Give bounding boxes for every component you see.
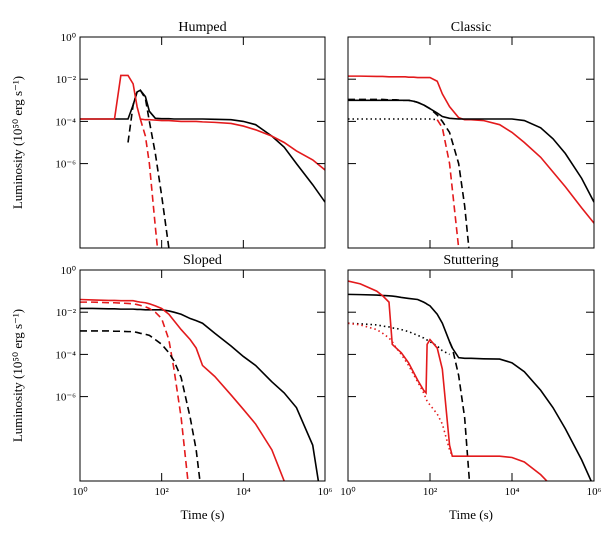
x-tick-label: 10⁶ [587,486,602,498]
plot-frame [79,269,326,482]
series-line [348,98,470,248]
series-line [348,75,594,224]
series-line [348,322,450,356]
series-line [80,307,320,481]
y-tick-label: 10⁰ [61,265,77,277]
panel-title: Humped [178,20,226,35]
series-line [348,322,454,457]
series-line [348,99,594,203]
y-tick-label: 10⁻² [56,307,77,319]
series-line [348,293,593,481]
y-tick-label: 10⁻⁴ [55,349,76,361]
series-line [80,298,286,481]
y-axis-label: Luminosity (10⁵⁰ erg s⁻¹) [10,76,25,209]
series-line [80,330,201,481]
y-tick-label: 10⁻⁴ [55,116,76,128]
panel-title: Sloped [183,253,222,268]
series-line [348,118,438,121]
series-line [448,341,471,481]
plot-frame [79,36,326,249]
x-tick-label: 10² [155,486,170,498]
x-tick-label: 10⁴ [236,486,251,498]
y-tick-label: 10⁰ [61,32,77,44]
plot-frame [347,269,595,482]
y-axis-label: Luminosity (10⁵⁰ erg s⁻¹) [10,309,25,442]
x-tick-label: 10⁴ [505,486,520,498]
x-tick-label: 10⁰ [72,486,88,498]
x-axis-label: Time (s) [181,507,225,522]
series-line [80,89,325,203]
x-tick-label: 10² [423,486,438,498]
x-axis-label: Time (s) [449,507,493,522]
y-tick-label: 10⁻² [56,74,77,86]
series-line [436,119,460,248]
panel-title: Classic [451,20,491,35]
y-tick-label: 10⁻⁶ [55,159,76,171]
series-line [139,118,159,248]
series-line [348,280,548,481]
x-tick-label: 10⁶ [318,486,333,498]
x-tick-label: 10⁰ [340,486,356,498]
plot-frame [347,36,595,249]
series-line [80,301,189,481]
series-line [80,74,325,171]
y-tick-label: 10⁻⁶ [55,392,76,404]
panel-title: Stuttering [443,253,498,268]
